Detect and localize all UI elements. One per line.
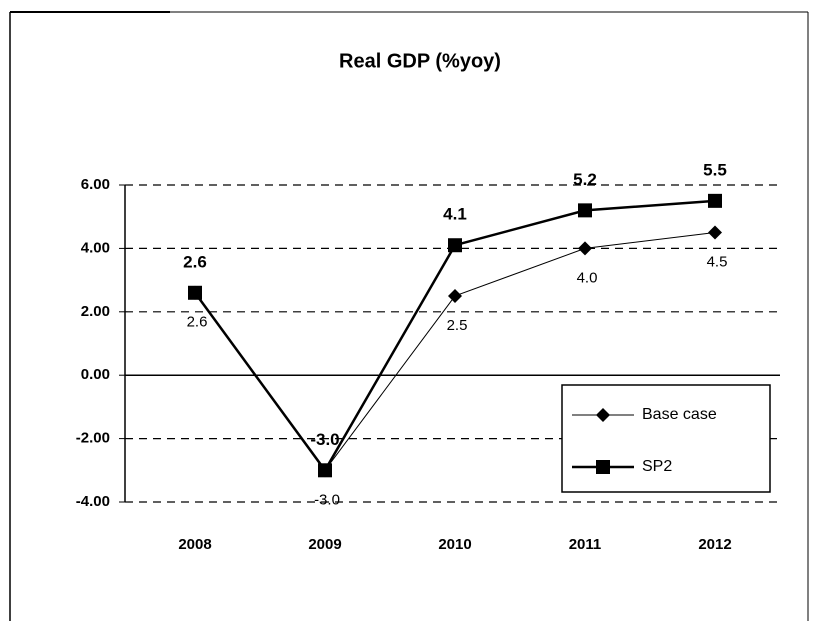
y-tick-label: 0.00 (81, 366, 110, 383)
y-tick-label: 2.00 (81, 303, 110, 320)
point (578, 241, 592, 256)
point (448, 238, 462, 253)
chart-title: Real GDP (%yoy) (339, 50, 501, 72)
y-tick-label: -4.00 (76, 493, 110, 510)
legend-label: SP2 (642, 458, 672, 475)
x-tick-label: 2011 (569, 536, 602, 553)
point (448, 288, 462, 303)
x-tick-label: 2012 (698, 536, 731, 553)
point (708, 193, 722, 208)
data-label: 2.6 (187, 314, 208, 331)
legend-label: Base case (642, 406, 717, 423)
data-label: -3.0 (314, 491, 340, 508)
data-label: -3.0 (310, 430, 339, 449)
data-label: 4.5 (707, 254, 728, 271)
data-label: 5.5 (703, 160, 727, 179)
point (318, 463, 332, 478)
x-tick-label: 2009 (308, 536, 341, 553)
legend-marker (596, 408, 610, 422)
data-label: 4.0 (577, 269, 598, 286)
legend-marker (596, 460, 610, 474)
data-label: 5.2 (573, 170, 597, 189)
data-label: 4.1 (443, 205, 467, 224)
y-tick-label: 6.00 (81, 176, 110, 193)
data-label: 2.5 (447, 317, 468, 334)
point (188, 285, 202, 300)
point (708, 225, 722, 240)
x-tick-label: 2010 (438, 536, 471, 553)
x-tick-label: 2008 (178, 536, 211, 553)
data-label: 2.6 (183, 252, 207, 271)
y-tick-label: 4.00 (81, 239, 110, 256)
point (578, 203, 592, 218)
y-tick-label: -2.00 (76, 430, 110, 447)
legend-box (561, 384, 771, 493)
